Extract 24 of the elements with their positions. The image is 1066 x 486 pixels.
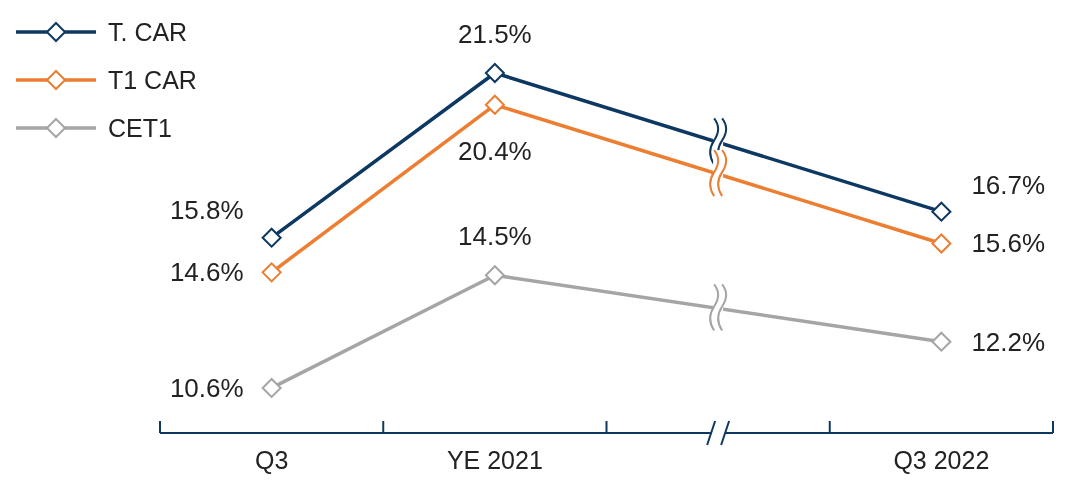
point bbox=[484, 94, 505, 115]
point bbox=[484, 265, 505, 286]
data-label: 10.6% bbox=[169, 372, 244, 403]
data-label: 20.4% bbox=[458, 135, 532, 166]
x-tick-label: Q3 bbox=[254, 446, 289, 474]
legend-label: CET1 bbox=[108, 113, 172, 143]
data-label: 14.6% bbox=[169, 257, 244, 288]
x-tick-label: Q3 2022 bbox=[893, 446, 990, 474]
data-label: 16.7% bbox=[971, 169, 1046, 200]
point bbox=[261, 377, 282, 398]
point bbox=[931, 201, 952, 222]
data-label: 15.8% bbox=[169, 194, 244, 225]
x-tick-label: YE 2021 bbox=[446, 446, 543, 474]
point bbox=[931, 233, 952, 254]
data-label: 12.2% bbox=[971, 326, 1046, 357]
legend-label: T1 CAR bbox=[108, 65, 197, 95]
data-label: 14.5% bbox=[458, 221, 532, 252]
point bbox=[261, 227, 282, 248]
data-label: 21.5% bbox=[458, 19, 532, 50]
point bbox=[931, 331, 952, 352]
data-label: 15.6% bbox=[971, 228, 1046, 259]
point bbox=[261, 262, 282, 283]
point bbox=[484, 63, 505, 84]
legend-label: T. CAR bbox=[108, 17, 188, 47]
